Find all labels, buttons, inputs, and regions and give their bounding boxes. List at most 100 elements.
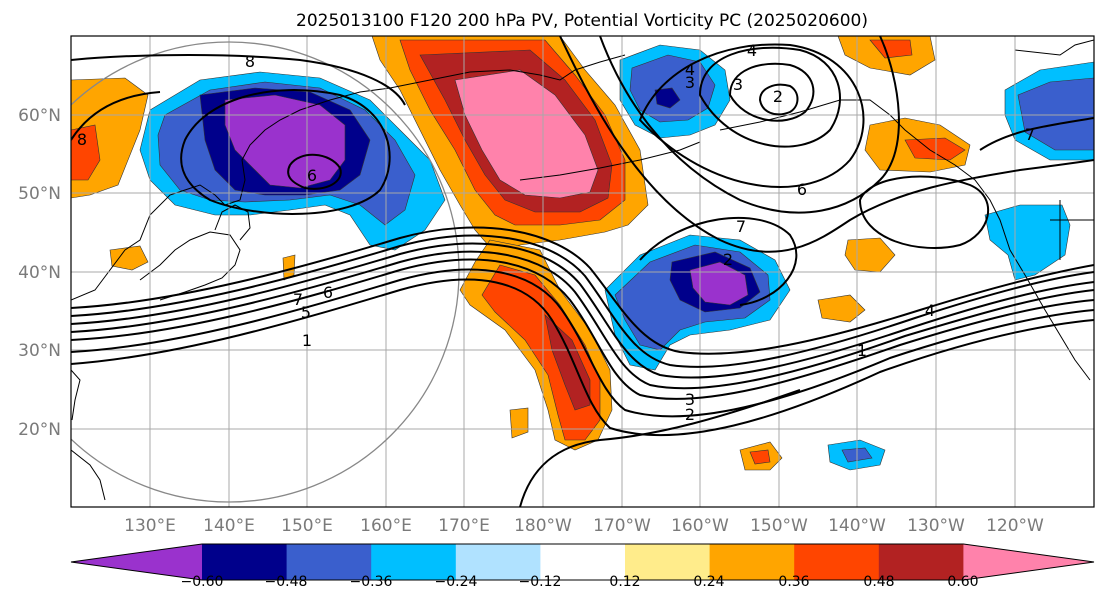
colorbar-segment [371,544,457,580]
lon-label: 150°W [750,516,808,536]
lon-label: 180°W [514,516,572,536]
colorbar-ticks: −0.60 −0.48 −0.36 −0.24 −0.12 0.12 0.24 … [181,574,979,590]
negative-anomaly-gulf-alaska-navy [654,87,681,109]
colorbar-tick-label: −0.60 [181,574,224,590]
longitude-labels: 130°E 140°E 150°E 160°E 170°E 180°W 170°… [124,516,1044,536]
contour-label: 4 [747,41,757,60]
lon-label: 160°E [360,516,412,536]
colorbar-tick-label: 0.48 [863,574,894,590]
low-center-contour [728,62,815,122]
contour-label: 6 [307,166,317,185]
contour-label: 4 [925,301,935,320]
positive-anomaly-streamer-inner [544,314,591,411]
map-panel: 8 4 3 2 6 7 6 7 5 4 3 2 1 1 4 3 2 7 8 6 [71,36,1094,507]
positive-anomaly-west-edge-core [71,124,101,181]
graticule [71,36,1094,507]
colorbar-tick-label: 0.60 [947,574,978,590]
jet-contour-7 [71,226,1094,355]
jet-contour-2 [71,250,1094,390]
contour-label: 2 [773,87,783,106]
northern-contour-5 [599,36,900,214]
lat-label: 30°N [18,341,61,361]
contour-labels: 8 4 3 2 6 7 6 7 5 4 3 2 1 1 4 3 2 7 8 6 [77,41,1035,424]
canada-contour [979,117,1094,151]
northern-contour-6 [559,36,1094,253]
lon-label: 170°E [438,516,490,536]
lon-label: 140°E [203,516,255,536]
map-title: 2025013100 F120 200 hPa PV, Potential Vo… [296,11,868,31]
okhotsk-low-contour [287,153,342,190]
okhotsk-contour-2 [180,89,391,215]
lat-label: 20°N [18,420,61,440]
negative-anomaly-okhotsk-core [224,94,346,189]
northern-contour-4 [638,43,865,188]
negative-anomaly-canada-core [1017,77,1094,151]
colorbar-segment [202,544,288,580]
domain-ring [71,41,460,503]
positive-anomaly-japan-small [282,254,296,281]
colorbar-tick-label: 0.36 [778,574,809,590]
contour-label: 7 [293,290,303,309]
sw-contour-ring [858,175,989,249]
lon-label: 120°W [986,516,1044,536]
colorbar-tick-label: −0.12 [519,574,562,590]
positive-anomaly-alaska-coast-core [904,137,966,161]
contour-label: 2 [723,250,733,269]
contour-label: 8 [77,130,87,149]
contour-label: 1 [857,341,867,360]
positive-anomaly-bering-core3 [454,69,599,199]
positive-anomaly-korea [109,245,149,271]
low-center-contour-2 [758,83,799,116]
contour-label: 1 [302,331,312,350]
contour-label: 6 [797,180,807,199]
lat-label: 40°N [18,263,61,283]
central-contour-7 [639,216,798,306]
lon-label: 170°W [593,516,651,536]
colorbar-tick-label: −0.24 [435,574,478,590]
colorbar-tick-label: 0.24 [693,574,724,590]
west-contour-8 [71,54,406,106]
colorbar-outline [70,543,1095,581]
positive-anomaly-south-small-core [749,449,771,465]
contour-label: 8 [245,52,255,71]
contour-label: 3 [733,75,743,94]
latitude-labels: 60°N 50°N 40°N 30°N 20°N [18,106,61,440]
colorbar-segment [709,544,795,580]
lon-label: 130°W [907,516,965,536]
contour-label: 3 [685,390,695,409]
lon-label: 140°W [828,516,886,536]
jet-contour-8 [519,389,801,507]
colorbar-tick-label: −0.48 [265,574,308,590]
colorbar-segment [878,544,964,580]
contour-label: 2 [685,405,695,424]
colorbar-segment [286,544,372,580]
colorbar-tick-label: 0.12 [609,574,640,590]
west-contour-7 [71,91,161,141]
lat-label: 60°N [18,106,61,126]
jet-contour-5 [71,268,1094,418]
contour-label: 6 [323,283,333,302]
contour-label: 3 [685,73,695,92]
colorbar-segment [794,544,880,580]
jet-contour-1 [71,258,1094,400]
colorbar-segment [455,544,541,580]
negative-anomaly-central-pacific-core [689,261,749,306]
colorbar-tick-label: −0.36 [350,574,393,590]
jet-contour-4 [71,234,1094,368]
colorbar-extend-low [71,544,202,580]
colorbar-segment [540,544,626,580]
contour-label: 4 [685,60,695,79]
negative-anomaly-pacific-nw [984,204,1071,281]
positive-anomaly-ne-top-core [869,39,913,59]
low-center-contour-3 [698,46,841,148]
colorbar [70,543,1095,581]
map-frame [70,35,1095,508]
jet-contour-6 [71,278,1094,437]
contour-label: 7 [1025,125,1035,144]
lon-label: 150°E [281,516,333,536]
pc-contours [71,36,1094,507]
jet-contour-3 [71,242,1094,379]
colorbar-extend-high [963,544,1094,580]
lat-label: 50°N [18,184,61,204]
